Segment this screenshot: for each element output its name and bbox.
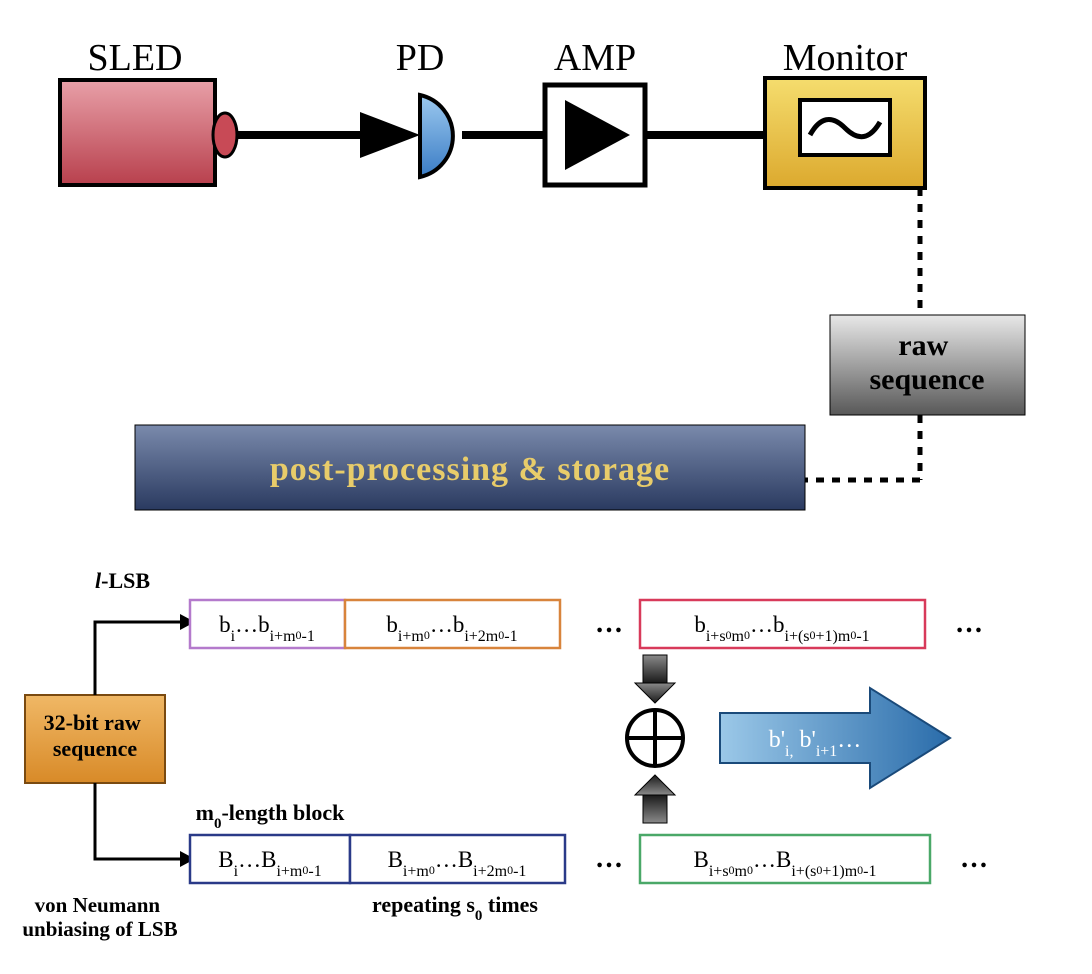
amp-label: AMP [554, 37, 636, 79]
repeating-label: repeating s0 times [372, 892, 538, 924]
post-proc-text: post-processing & storage [270, 451, 670, 488]
sled-label: SLED [88, 37, 183, 79]
arrow-down-to-xor [635, 655, 675, 703]
diagram-canvas: SLED PD AMP Monitor raw sequence post-pr… [0, 0, 1092, 974]
pd-label: PD [396, 37, 445, 79]
pd-shape [420, 95, 453, 177]
dots-top-1: … [595, 608, 623, 639]
raw-32bit-text: 32-bit raw sequence [44, 710, 147, 761]
l-lsb-label: l-LSB [95, 568, 150, 593]
branch-up [95, 622, 190, 695]
dots-top-2: … [955, 608, 983, 639]
monitor-label: Monitor [783, 37, 908, 79]
output-arrow [720, 688, 950, 788]
arrowhead-pd [360, 112, 420, 158]
branch-down [95, 783, 190, 859]
dots-bot-1: … [595, 843, 623, 874]
von-neumann-label: von Neumann unbiasing of LSB [22, 893, 177, 941]
sled-box [60, 80, 215, 185]
dots-bot-2: … [960, 843, 988, 874]
m0-length-label: m0-length block [196, 800, 345, 832]
sled-emitter [213, 113, 237, 157]
arrow-up-to-xor [635, 775, 675, 823]
